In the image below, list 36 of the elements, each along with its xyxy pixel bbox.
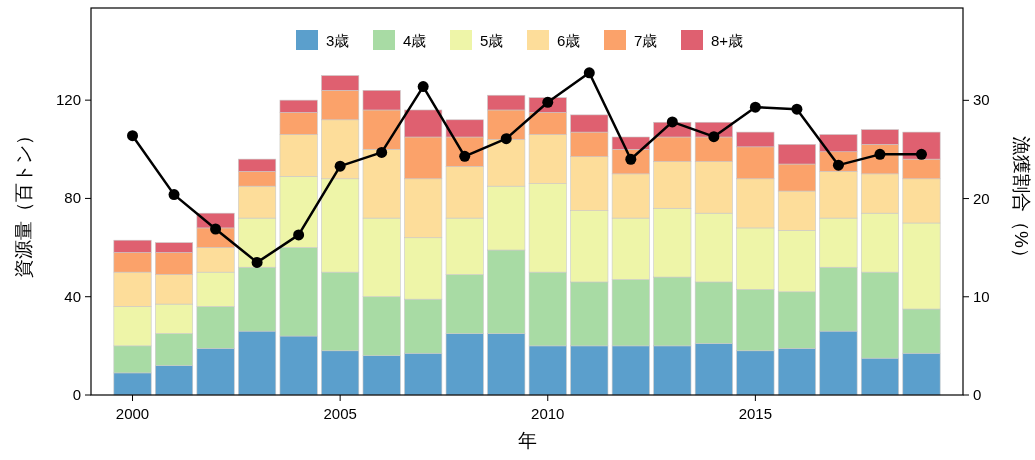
y2-tick-label: 20 [973, 189, 990, 207]
point [583, 67, 595, 79]
point [127, 130, 139, 142]
point [334, 160, 346, 172]
point [791, 103, 803, 115]
point [500, 133, 512, 145]
x-tick-label: 2010 [531, 405, 565, 422]
legend-label: 7歳 [634, 32, 658, 49]
y2-axis-title: 漁獲割合（%） [1011, 136, 1032, 267]
y2-tick-label: 30 [973, 91, 990, 109]
point [708, 131, 720, 143]
y-tick-label: 0 [72, 386, 81, 403]
point [293, 229, 305, 241]
point [417, 81, 429, 93]
x-tick-label: 2005 [323, 405, 357, 422]
y-tick-label: 80 [64, 189, 81, 207]
legend-label: 5歳 [480, 32, 504, 49]
legend-label: 4歳 [403, 32, 427, 49]
x-axis-title: 年 [517, 430, 537, 451]
point [168, 189, 180, 201]
x-tick-label: 2015 [738, 405, 773, 422]
x-tick-label: 2000 [115, 405, 150, 422]
y-axis-title: 資源量（百トン） [13, 125, 34, 278]
point [749, 101, 761, 113]
y2-tick-label: 10 [973, 287, 990, 305]
y-tick-label: 40 [64, 287, 81, 305]
point [666, 116, 678, 128]
y-tick-label: 120 [55, 91, 81, 109]
point [915, 148, 927, 160]
legend-label: 3歳 [326, 32, 350, 49]
point [376, 146, 388, 158]
point [251, 256, 263, 268]
legend-label: 6歳 [557, 32, 581, 49]
point [210, 223, 222, 235]
y2-tick-label: 0 [973, 386, 982, 403]
legend-label: 8+歳 [711, 32, 744, 49]
